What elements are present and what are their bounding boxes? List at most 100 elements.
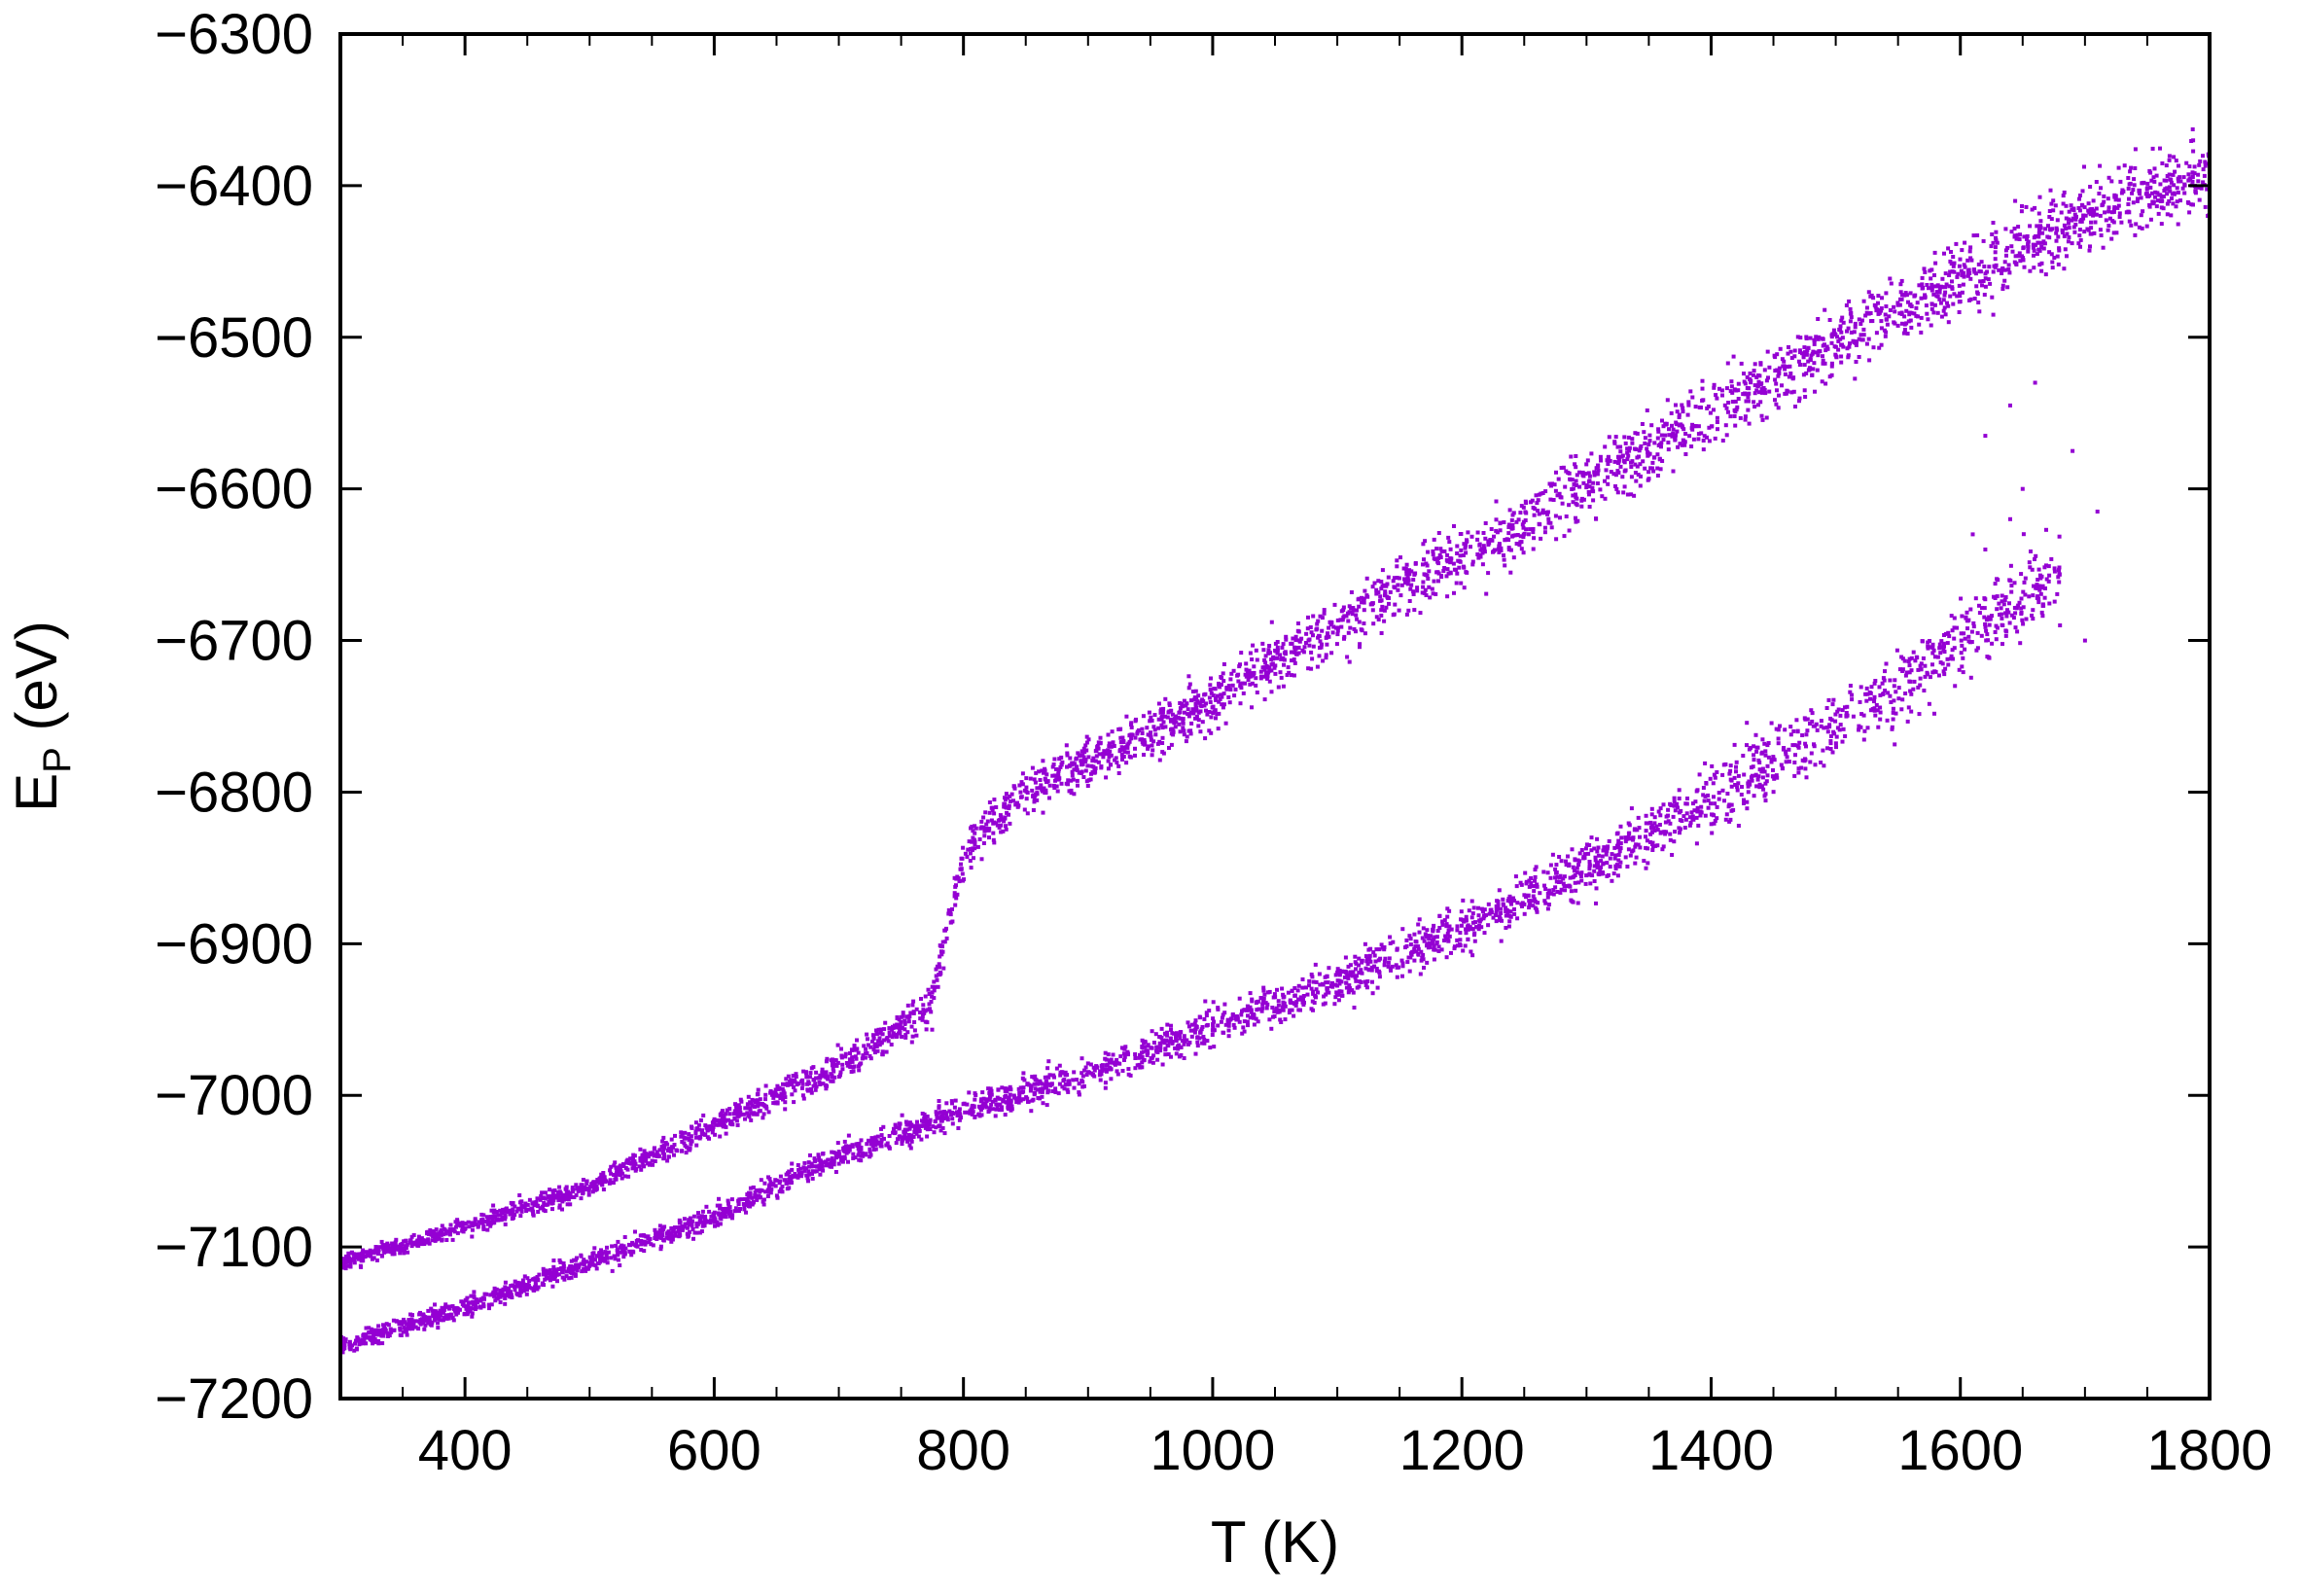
data-point-upper	[903, 1033, 908, 1038]
data-point-lower	[572, 1258, 577, 1262]
data-point-lower	[1337, 981, 1342, 986]
data-point-upper	[1600, 494, 1605, 499]
data-point-upper	[2112, 205, 2117, 210]
data-point-lower	[1249, 1010, 1254, 1014]
data-point-upper	[411, 1232, 416, 1237]
data-point-upper	[1056, 772, 1061, 777]
data-point-upper	[1072, 767, 1077, 772]
data-point-lower	[1833, 741, 1838, 746]
data-point-upper	[1783, 372, 1788, 376]
data-point-upper	[887, 1026, 892, 1031]
data-point-lower	[342, 1343, 347, 1348]
data-point-upper	[1581, 474, 1586, 479]
data-point-upper	[868, 1045, 873, 1049]
data-point-upper	[2076, 241, 2081, 246]
data-point-upper	[1833, 344, 1838, 349]
data-point-upper	[1249, 674, 1254, 679]
data-point-lower	[1894, 648, 1899, 653]
data-point-lower	[1260, 1002, 1265, 1007]
data-point-upper	[726, 1117, 730, 1122]
data-point-upper	[1133, 735, 1138, 740]
data-point-upper	[2078, 237, 2083, 242]
data-point-upper	[1904, 308, 1909, 313]
data-point-upper	[624, 1160, 629, 1165]
data-point-upper	[1186, 674, 1191, 679]
data-point-upper	[922, 1011, 927, 1015]
data-point-upper	[1517, 543, 1522, 548]
data-point-upper	[2117, 215, 2122, 219]
data-point-upper	[460, 1227, 465, 1232]
data-point-upper	[1122, 750, 1127, 755]
data-point-lower	[1324, 992, 1328, 997]
data-point-upper	[1371, 621, 1376, 626]
data-point-upper	[834, 1063, 839, 1068]
data-point-upper	[1293, 638, 1298, 642]
data-point-upper	[673, 1133, 677, 1138]
data-point-upper	[1948, 259, 1953, 264]
data-point-upper	[1409, 569, 1414, 574]
data-point-lower	[1197, 1036, 1202, 1041]
data-point-upper	[901, 1011, 905, 1015]
data-point-lower	[1596, 853, 1601, 858]
data-point-upper	[2106, 209, 2111, 214]
data-point-upper	[563, 1195, 568, 1200]
data-point-upper	[874, 1044, 879, 1048]
data-point-upper	[1213, 708, 1218, 713]
data-point-upper	[477, 1220, 481, 1224]
data-point-upper	[1107, 744, 1112, 749]
data-point-upper	[1782, 359, 1787, 364]
data-point-upper	[1791, 389, 1796, 394]
data-point-lower	[1012, 1095, 1016, 1100]
data-point-lower	[1032, 1075, 1037, 1080]
data-point-upper	[683, 1144, 688, 1148]
data-point-upper	[661, 1135, 666, 1140]
data-point-lower	[555, 1279, 559, 1284]
data-point-upper	[2111, 209, 2116, 214]
data-point-upper	[1427, 569, 1432, 574]
data-point-upper	[1531, 527, 1536, 531]
data-point-upper	[2034, 242, 2038, 247]
data-point-upper	[1347, 659, 1352, 664]
data-point-upper	[1777, 366, 1782, 371]
data-point-upper	[938, 943, 942, 948]
data-point-lower	[1946, 630, 1951, 635]
data-point-upper	[665, 1142, 670, 1147]
data-point-upper	[1696, 432, 1701, 437]
data-point-lower	[1960, 664, 1965, 669]
data-point-lower	[1625, 865, 1630, 869]
data-point-upper	[904, 1014, 909, 1019]
data-point-lower	[1790, 743, 1795, 748]
data-point-lower	[1283, 1017, 1288, 1022]
data-point-upper	[1052, 786, 1057, 790]
data-point-lower	[1729, 778, 1734, 783]
data-point-upper	[1502, 557, 1506, 562]
data-point-upper	[1350, 612, 1355, 617]
data-point-upper	[394, 1246, 399, 1251]
data-point-upper	[373, 1245, 378, 1249]
data-point-lower	[2027, 560, 2032, 565]
data-point-upper	[876, 1039, 881, 1044]
data-point-lower	[506, 1289, 511, 1294]
data-point-upper	[1465, 539, 1469, 544]
data-point-lower	[1472, 939, 1477, 943]
data-point-upper	[912, 1028, 917, 1033]
data-point-upper	[2185, 200, 2190, 204]
data-point-upper	[2169, 177, 2174, 182]
data-point-upper	[823, 1082, 828, 1087]
data-point-lower	[1434, 940, 1439, 944]
data-point-upper	[1379, 613, 1384, 618]
data-point-upper	[938, 965, 942, 970]
data-point-upper	[1159, 707, 1163, 712]
data-point-upper	[693, 1131, 698, 1136]
data-point-upper	[1827, 318, 1832, 322]
data-point-upper	[1957, 264, 1962, 268]
data-point-upper	[1184, 739, 1188, 744]
data-point-upper	[1370, 585, 1375, 589]
data-point-upper	[1783, 367, 1788, 372]
data-point-lower	[1819, 761, 1823, 764]
data-point-upper	[1947, 273, 1952, 277]
data-point-upper	[1174, 720, 1179, 725]
data-point-upper	[748, 1100, 753, 1105]
data-point-lower	[543, 1277, 548, 1282]
data-point-upper	[968, 859, 973, 863]
